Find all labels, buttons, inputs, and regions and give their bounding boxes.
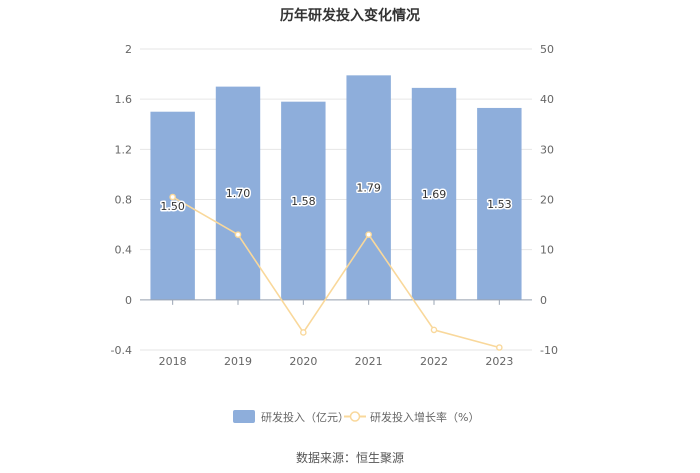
- bar: [281, 101, 326, 300]
- source-text: 数据来源：恒生聚源: [296, 450, 404, 465]
- bar-data-label: 1.58: [291, 195, 316, 208]
- x-tick-label: 2019: [224, 355, 252, 368]
- bar: [477, 107, 522, 300]
- bar: [411, 87, 457, 300]
- legend-bar-label: 研发投入（亿元）: [261, 410, 349, 424]
- growth-point: [234, 231, 242, 238]
- legend: 研发投入（亿元） 研发投入增长率（%）: [233, 410, 479, 424]
- bar: [215, 86, 261, 300]
- left-tick-label: 1.2: [115, 143, 133, 156]
- right-tick-label: 40: [540, 93, 554, 106]
- growth-point: [169, 193, 176, 201]
- growth-point: [430, 326, 438, 334]
- right-tick-label: 50: [540, 43, 554, 56]
- bar-series: [150, 75, 522, 300]
- left-tick-label: -0.4: [111, 344, 132, 357]
- grid-lines: [140, 48, 532, 351]
- bar: [346, 75, 391, 300]
- growth-point: [300, 329, 307, 336]
- growth-line: [172, 196, 500, 349]
- left-tick-label: 0.8: [115, 194, 133, 207]
- x-tick-label: 2018: [159, 355, 187, 368]
- growth-point: [365, 231, 372, 238]
- x-tick-label: 2022: [420, 355, 448, 368]
- bar-data-label: 1.50: [160, 200, 185, 213]
- x-tick-label: 2023: [485, 355, 513, 368]
- bar-data-label: 1.70: [226, 187, 251, 200]
- x-axis-ticks: 2018 2019 2020 2021 2022 2023: [159, 355, 514, 368]
- bar-data-label: 1.53: [487, 198, 512, 211]
- legend-line-label: 研发投入增长率（%）: [370, 410, 479, 424]
- left-tick-label: 2: [125, 43, 132, 56]
- right-tick-label: 30: [540, 143, 554, 156]
- legend-bar-swatch: [233, 410, 255, 423]
- right-tick-label: 20: [540, 194, 554, 207]
- line-series: [169, 193, 503, 351]
- left-tick-label: 0.4: [115, 244, 133, 257]
- right-tick-label: 10: [540, 244, 554, 257]
- right-tick-label: -10: [540, 344, 558, 357]
- x-axis: [140, 299, 532, 305]
- right-axis-ticks: -10 0 10 20 30 40 50: [540, 43, 558, 357]
- x-tick-label: 2020: [289, 355, 317, 368]
- chart-title: 历年研发投入变化情况: [280, 7, 420, 24]
- left-tick-label: 1.6: [115, 93, 133, 106]
- left-axis-ticks: -0.4 0 0.4 0.8 1.2 1.6 2: [111, 43, 132, 357]
- bar-data-label: 1.79: [356, 182, 381, 195]
- bar-data-labels: 1.50 1.70 1.58 1.79 1.69 1.53: [159, 180, 513, 214]
- bar-data-label: 1.69: [422, 188, 447, 201]
- left-tick-label: 0: [125, 294, 132, 307]
- legend-line-marker: [349, 411, 361, 422]
- x-tick-label: 2021: [355, 355, 383, 368]
- right-tick-label: 0: [540, 294, 547, 307]
- growth-point: [496, 344, 503, 351]
